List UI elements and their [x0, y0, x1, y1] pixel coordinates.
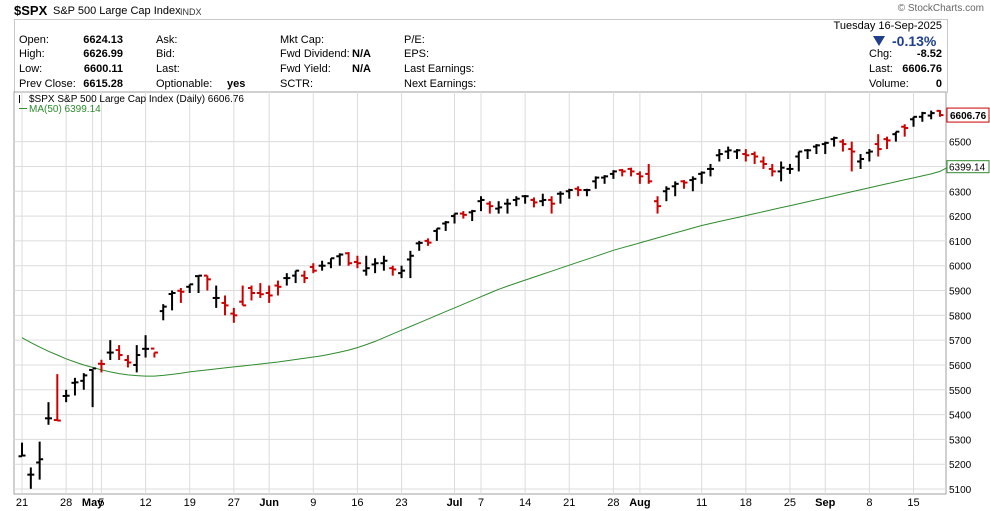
prev-close-label: Prev Close: — [19, 78, 76, 90]
low-value: 6600.11 — [83, 63, 123, 75]
y-tick-label: 5100 — [949, 485, 972, 496]
exchange-label: INDX — [180, 7, 202, 17]
volume-value: 0 — [935, 78, 942, 90]
y-tick-label: 5500 — [949, 386, 972, 397]
y-tick-label: 5900 — [949, 287, 972, 298]
security-name: S&P 500 Large Cap Index — [53, 5, 181, 17]
next-earnings-label: Next Earnings: — [404, 78, 477, 90]
x-tick-label: 28 — [60, 497, 72, 509]
y-tick-label: 6000 — [949, 262, 972, 273]
high-value: 6626.99 — [83, 48, 123, 60]
down-arrow-icon — [873, 36, 885, 46]
y-tick-label: 6500 — [949, 138, 972, 149]
x-tick-label: 14 — [519, 497, 531, 509]
high-label: High: — [19, 48, 45, 60]
sctr-label: SCTR: — [280, 78, 313, 90]
x-tick-label: Jul — [447, 497, 463, 509]
quote-panel — [14, 19, 948, 93]
bid-label: Bid: — [156, 48, 175, 60]
x-tick-label: 16 — [351, 497, 363, 509]
x-tick-label: 18 — [740, 497, 752, 509]
ma-value-tag — [946, 160, 990, 174]
x-tick-label: 12 — [139, 497, 151, 509]
change-value: -8.52 — [916, 48, 942, 60]
last-price-tag — [946, 107, 990, 123]
fwd-yield-value: N/A — [352, 63, 371, 75]
x-tick-label: 19 — [184, 497, 196, 509]
y-tick-label: 5200 — [949, 460, 972, 471]
ma-value-tag-label: 6399.14 — [949, 163, 986, 174]
x-tick-label: 5 — [98, 497, 104, 509]
y-tick-label: 5700 — [949, 336, 972, 347]
x-tick-label: 9 — [310, 497, 316, 509]
volume-label: Volume: — [869, 78, 909, 90]
fwd-dividend-label: Fwd Dividend: — [280, 48, 350, 60]
x-tick-label: 11 — [696, 497, 707, 509]
ma-legend: MA(50) 6399.14 — [19, 104, 101, 115]
x-tick-label: 21 — [16, 497, 28, 509]
x-tick-label: May — [82, 497, 104, 509]
symbol-label: $SPX — [14, 3, 48, 18]
price-legend: $SPX S&P 500 Large Cap Index (Daily) 660… — [19, 94, 244, 105]
ma-legend-icon — [19, 108, 27, 109]
fwd-dividend-value: N/A — [352, 48, 371, 60]
last-earnings-label: Last Earnings: — [404, 63, 475, 75]
x-tick-label: Aug — [629, 497, 650, 509]
x-tick-label: 8 — [866, 497, 872, 509]
open-label: Open: — [19, 34, 49, 46]
brand-watermark: © StockCharts.com — [897, 3, 984, 14]
last-price-tag-label: 6606.76 — [950, 111, 987, 122]
x-tick-label: 7 — [478, 497, 484, 509]
y-tick-label: 5600 — [949, 361, 972, 372]
pe-label: P/E: — [404, 34, 425, 46]
price-legend-icon — [19, 95, 26, 103]
plot-area — [13, 91, 947, 495]
open-value: 6624.13 — [83, 34, 123, 46]
x-tick-label: Sep — [815, 497, 835, 509]
x-tick-label: 15 — [907, 497, 919, 509]
optionable-label: Optionable: — [156, 78, 213, 90]
x-tick-label: 27 — [228, 497, 240, 509]
optionable-value: yes — [227, 78, 246, 90]
mkt-cap-label: Mkt Cap: — [280, 34, 325, 46]
x-tick-label: 25 — [784, 497, 796, 509]
fwd-yield-label: Fwd Yield: — [280, 63, 331, 75]
price-legend-text: $SPX S&P 500 Large Cap Index (Daily) 660… — [29, 94, 244, 105]
prev-close-value: 6615.28 — [83, 78, 123, 90]
x-tick-label: 23 — [395, 497, 407, 509]
y-tick-label: 6100 — [949, 237, 972, 248]
x-tick-label: Jun — [259, 497, 279, 509]
low-label: Low: — [19, 63, 43, 75]
quote-date: Tuesday 16-Sep-2025 — [833, 20, 942, 32]
ma-legend-text: MA(50) 6399.14 — [29, 104, 101, 115]
ask-label: Ask: — [156, 34, 178, 46]
y-tick-label: 6200 — [949, 212, 972, 223]
last-label: Last: — [156, 63, 180, 75]
x-tick-label: 21 — [563, 497, 575, 509]
y-tick-label: 6300 — [949, 187, 972, 198]
y-tick-label: 5800 — [949, 311, 972, 322]
change-percent: -0.13% — [892, 33, 937, 49]
x-tick-label: 28 — [607, 497, 619, 509]
ma50-line — [21, 166, 950, 377]
y-tick-label: 5300 — [949, 435, 972, 446]
y-tick-label: 5400 — [949, 411, 972, 422]
last-label-right: Last: — [869, 63, 893, 75]
eps-label: EPS: — [404, 48, 430, 60]
change-label: Chg: — [869, 48, 893, 60]
last-value-right: 6606.76 — [902, 63, 942, 75]
